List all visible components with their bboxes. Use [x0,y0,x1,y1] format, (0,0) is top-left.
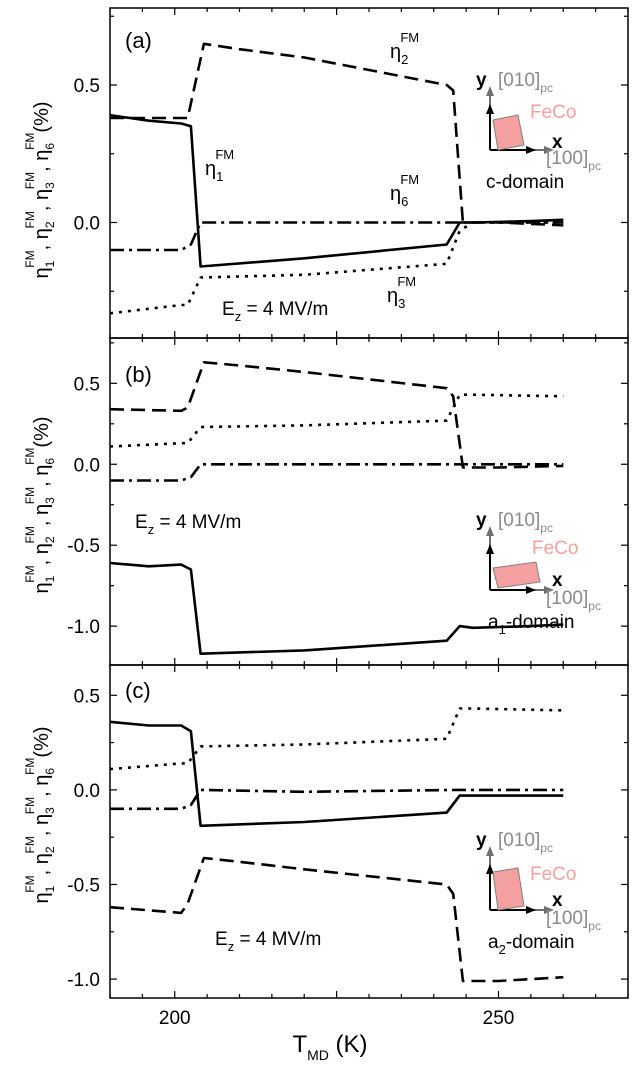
y-tick-label: 0.5 [74,374,100,395]
series-eta3 [109,393,564,448]
y-tick-label: 0.5 [74,76,100,97]
annotation-eta6: η6FM [390,172,419,209]
x-axis-label: TMD (K) [292,1031,367,1063]
y-tick-label: -0.5 [67,536,100,557]
inset-x-dark-arrow-icon [526,586,536,594]
inset-axis-y-label: [010]pc [498,830,553,855]
series-eta3 [109,707,564,771]
inset-y-arrow-icon [486,526,494,536]
inset-y-label: y [476,510,487,531]
y-axis-label-c: η1FM, η2FM, η3FM, η6FM(%) [23,726,57,903]
x-tick-label: 250 [483,1008,515,1029]
inset-x-dark-arrow-icon [526,906,536,914]
inset-y-arrow-icon [486,846,494,856]
inset-domain-label: a2-domain [488,932,574,957]
inset-axis-y-label: [010]pc [498,510,553,535]
series-eta1 [109,561,564,656]
y-axis-label-b: η1FM, η2FM, η3FM, η6FM(%) [23,416,57,593]
field-label-b: Ez = 4 MV/m [135,512,241,537]
inset-axis-x-label: [100]pc [546,588,601,613]
inset-material: FeCo [532,538,578,559]
inset-axis-x-label: [100]pc [546,908,601,933]
y-tick-label: -1.0 [67,617,100,638]
y-tick-label: 0.0 [74,781,100,802]
inset-x-arrow-icon [544,146,554,154]
inset-x-label: x [552,570,563,591]
series-eta3 [109,221,564,315]
inset-y-dark-arrow-icon [486,864,494,874]
inset-c: y [010]pc FeCo x [100]pc a2-domain [476,830,601,957]
inset-y-dark-arrow-icon [486,104,494,114]
panel-b: (b) Ez = 4 MV/m y [010]pc FeCo x [100]pc… [125,362,601,637]
inset-x-dark-arrow-icon [526,146,536,154]
series-eta6 [110,221,564,252]
inset-axis-y-label: [010]pc [498,70,553,95]
y-tick-label: -1.0 [67,970,100,991]
inset-domain-label: c-domain [486,172,564,193]
inset-y-label: y [476,70,487,91]
series-eta6 [110,462,564,482]
annotation-eta2: η2FM [390,30,419,67]
y-axis-label-a: η1FM, η2FM, η3FM, η6FM(%) [23,101,57,278]
y-tick-label: 0.0 [74,214,100,235]
inset-x-arrow-icon [544,586,554,594]
inset-axis-x-label: [100]pc [546,148,601,173]
y-tick-label: 0.5 [74,686,100,707]
feco-film [492,561,541,589]
feco-film [492,867,525,911]
inset-domain-label: a1-domain [488,612,574,637]
inset-x-arrow-icon [544,906,554,914]
inset-y-dark-arrow-icon [486,544,494,554]
feco-film [492,114,525,151]
y-tick-label: 0.0 [74,455,100,476]
x-tick-label: 200 [159,1008,191,1029]
inset-y-label: y [476,830,487,851]
series-eta2 [109,360,564,469]
inset-a: y [010]pc FeCo x [100]pc c-domain [476,70,601,193]
inset-x-label: x [552,132,563,153]
panel-a-label: (a) [125,28,152,53]
series-eta1 [109,720,564,828]
panel-a: (a) η2FM η1FM η6FM η3FM Ez = 4 MV/m y [0… [125,28,601,324]
panel-b-label: (b) [125,362,152,387]
annotation-eta1: η1FM [205,147,234,184]
plot-area-2: -1.0 -0.5 0.0 0.5 [67,664,629,999]
field-label-c: Ez = 4 MV/m [215,929,321,954]
annotation-eta3: η3FM [387,274,416,311]
series-eta6 [110,788,564,811]
inset-y-arrow-icon [486,86,494,96]
panel-c: (c) Ez = 4 MV/m y [010]pc FeCo x [100]pc… [125,678,601,957]
panel-c-label: (c) [125,678,151,703]
y-tick-label: -0.5 [67,875,100,896]
inset-b: y [010]pc FeCo x [100]pc a1-domain [476,510,601,637]
inset-x-label: x [552,890,563,911]
series-eta2 [109,856,564,983]
inset-material: FeCo [530,102,576,123]
inset-material: FeCo [530,864,576,885]
field-label-a: Ez = 4 MV/m [222,299,328,324]
